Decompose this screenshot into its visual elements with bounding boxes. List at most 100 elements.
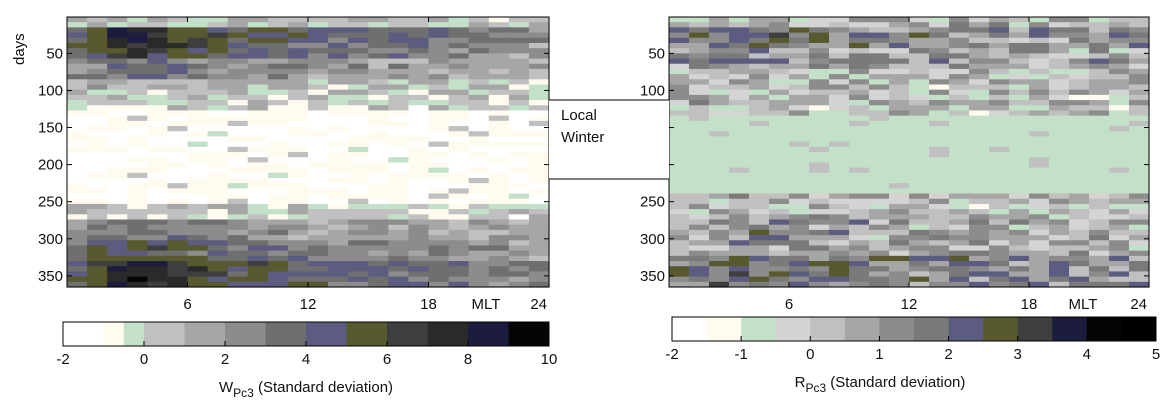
heatmap-cell: [869, 32, 890, 39]
heatmap-cell: [368, 188, 389, 195]
heatmap-cell: [187, 229, 209, 236]
heatmap-cell: [147, 271, 169, 278]
heatmap-cell: [769, 32, 790, 39]
heatmap-cell: [1109, 22, 1130, 28]
heatmap-cell: [468, 219, 490, 226]
heatmap-cell: [107, 94, 128, 101]
heatmap-cell: [869, 203, 890, 210]
heatmap-cell: [167, 42, 189, 49]
heatmap-cell: [468, 193, 490, 200]
heatmap-cell: [1089, 22, 1110, 28]
heatmap-cell: [147, 167, 169, 174]
heatmap-cell: [669, 188, 690, 195]
heatmap-cell: [528, 53, 550, 60]
heatmap-cell: [308, 53, 329, 60]
heatmap-cell: [889, 37, 910, 44]
heatmap-cell: [147, 177, 169, 184]
heatmap-cell: [107, 240, 128, 247]
heatmap-cell: [348, 240, 369, 247]
heatmap-cell: [929, 157, 950, 163]
heatmap-cell: [308, 17, 329, 23]
heatmap-cell: [769, 245, 790, 252]
heatmap-cell: [368, 94, 389, 101]
heatmap-cell: [428, 79, 450, 86]
heatmap-cell: [929, 105, 950, 112]
heatmap-cell: [989, 63, 1010, 70]
heatmap-cell: [107, 255, 128, 262]
heatmap-cell: [227, 89, 249, 96]
heatmap-cell: [247, 203, 269, 210]
heatmap-cell: [949, 89, 970, 96]
heatmap-cell: [709, 131, 730, 138]
heatmap-cell: [528, 84, 550, 91]
heatmap-cell: [207, 105, 229, 112]
heatmap-cell: [729, 281, 750, 288]
heatmap-cell: [1109, 27, 1130, 34]
heatmap-cell: [328, 100, 349, 106]
heatmap-cell: [227, 32, 249, 39]
heatmap-cell: [729, 27, 750, 34]
heatmap-cell: [829, 115, 850, 122]
heatmap-cell: [468, 198, 490, 205]
heatmap-cell: [1109, 37, 1130, 44]
heatmap-cell: [227, 152, 249, 158]
heatmap-cell: [247, 146, 269, 153]
heatmap-cell: [769, 110, 790, 117]
heatmap-cell: [989, 120, 1010, 127]
heatmap-cell: [869, 245, 890, 252]
heatmap-cell: [87, 48, 108, 54]
heatmap-cell: [508, 245, 530, 252]
heatmap-cell: [849, 162, 870, 169]
heatmap-cell: [227, 74, 249, 80]
heatmap-cell: [709, 22, 730, 28]
heatmap-cell: [1029, 53, 1050, 60]
heatmap-cell: [207, 193, 229, 200]
heatmap-cell: [789, 37, 810, 44]
heatmap-cell: [348, 261, 369, 267]
heatmap-cell: [809, 100, 830, 106]
heatmap-cell: [247, 84, 269, 91]
heatmap-cell: [187, 63, 209, 70]
heatmap-cell: [287, 245, 309, 252]
heatmap-cell: [308, 255, 329, 262]
heatmap-cell: [488, 203, 510, 210]
heatmap-cell: [187, 141, 209, 148]
heatmap-cell: [929, 183, 950, 189]
heatmap-cell: [87, 110, 108, 117]
heatmap-cell: [709, 79, 730, 86]
heatmap-cell: [1109, 146, 1130, 153]
heatmap-cell: [127, 136, 148, 143]
heatmap-cell: [488, 74, 510, 80]
heatmap-cell: [1089, 27, 1110, 34]
heatmap-cell: [889, 203, 910, 210]
heatmap-cell: [468, 235, 490, 241]
heatmap-cell: [1069, 32, 1090, 39]
heatmap-cell: [308, 74, 329, 80]
heatmap-cell: [909, 240, 930, 247]
heatmap-cell: [769, 157, 790, 163]
heatmap-cell: [167, 271, 189, 278]
heatmap-cell: [969, 177, 990, 184]
heatmap-cell: [368, 32, 389, 39]
heatmap-cell: [67, 136, 88, 143]
heatmap-cell: [287, 84, 309, 91]
heatmap-cell: [1069, 219, 1090, 226]
heatmap-cell: [167, 131, 189, 138]
heatmap-cell: [769, 261, 790, 267]
heatmap-cell: [488, 177, 510, 184]
heatmap-cell: [989, 198, 1010, 205]
colorbar-tick-label: 4: [1083, 346, 1091, 363]
heatmap-cell: [969, 271, 990, 278]
heatmap-cell: [468, 105, 490, 112]
heatmap-cell: [929, 224, 950, 231]
heatmap-cell: [348, 94, 369, 101]
heatmap-cell: [849, 79, 870, 86]
heatmap-cell: [1029, 271, 1050, 278]
heatmap-cell: [207, 271, 229, 278]
heatmap-cell: [67, 32, 88, 39]
heatmap-cell: [989, 193, 1010, 200]
heatmap-cell: [869, 255, 890, 262]
heatmap-cell: [448, 74, 470, 80]
heatmap-cell: [709, 32, 730, 39]
